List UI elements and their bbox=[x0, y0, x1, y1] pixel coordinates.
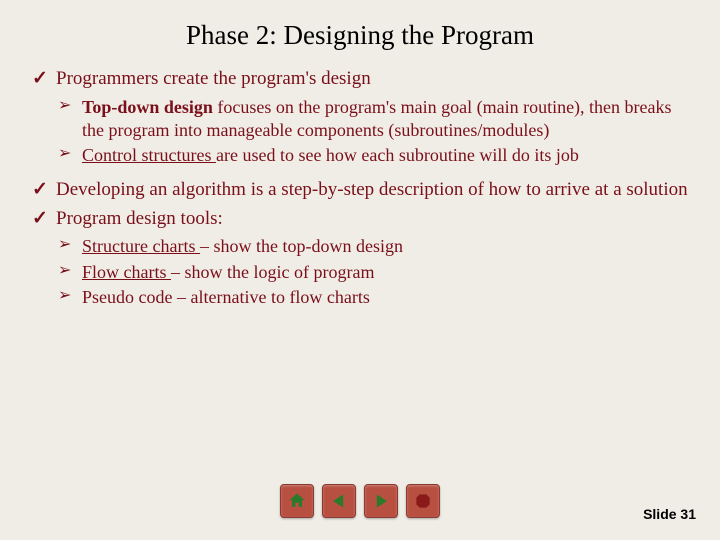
end-show-button[interactable] bbox=[406, 484, 440, 518]
bullet-3-text: Program design tools: bbox=[56, 208, 223, 229]
bullet-3: Program design tools: bbox=[30, 207, 690, 232]
stop-icon bbox=[413, 491, 433, 511]
bullet-3-sub-1-rest: – show the top-down design bbox=[200, 236, 403, 256]
next-slide-button[interactable] bbox=[364, 484, 398, 518]
bullet-1-sub-2-underline: Control structures bbox=[82, 145, 216, 165]
bullet-2: Developing an algorithm is a step-by-ste… bbox=[30, 178, 690, 203]
previous-slide-button[interactable] bbox=[322, 484, 356, 518]
bullet-3-sub-1: Structure charts – show the top-down des… bbox=[58, 235, 690, 258]
triangle-right-icon bbox=[371, 491, 391, 511]
bullet-1-text: Programmers create the program's design bbox=[56, 68, 371, 89]
bullet-3-sublist: Structure charts – show the top-down des… bbox=[58, 235, 690, 309]
bullet-1-sub-2-rest: are used to see how each subroutine will… bbox=[216, 145, 579, 165]
bullet-1-sub-1-bold: Top-down design bbox=[82, 97, 213, 117]
bullet-3-sub-2-underline: Flow charts bbox=[82, 262, 171, 282]
triangle-left-icon bbox=[329, 491, 349, 511]
bullet-3-sub-3: Pseudo code – alternative to flow charts bbox=[58, 286, 690, 309]
page-title: Phase 2: Designing the Program bbox=[30, 20, 690, 51]
bullet-3-sub-3-text: Pseudo code – alternative to flow charts bbox=[82, 287, 370, 307]
slide-container: Phase 2: Designing the Program Programme… bbox=[0, 0, 720, 540]
bullet-2-text: Developing an algorithm is a step-by-ste… bbox=[56, 179, 688, 200]
bullet-3-sub-2: Flow charts – show the logic of program bbox=[58, 261, 690, 284]
slide-content: Programmers create the program's design … bbox=[30, 67, 690, 309]
bullet-1: Programmers create the program's design bbox=[30, 67, 690, 92]
bullet-3-sub-2-rest: – show the logic of program bbox=[171, 262, 374, 282]
bullet-1-sub-1: Top-down design focuses on the program's… bbox=[58, 96, 690, 143]
nav-button-bar bbox=[280, 484, 440, 518]
slide-number: Slide 31 bbox=[643, 506, 696, 522]
bullet-1-sublist: Top-down design focuses on the program's… bbox=[58, 96, 690, 168]
home-icon bbox=[287, 491, 307, 511]
home-button[interactable] bbox=[280, 484, 314, 518]
bullet-3-sub-1-underline: Structure charts bbox=[82, 236, 200, 256]
bullet-1-sub-2: Control structures are used to see how e… bbox=[58, 144, 690, 167]
